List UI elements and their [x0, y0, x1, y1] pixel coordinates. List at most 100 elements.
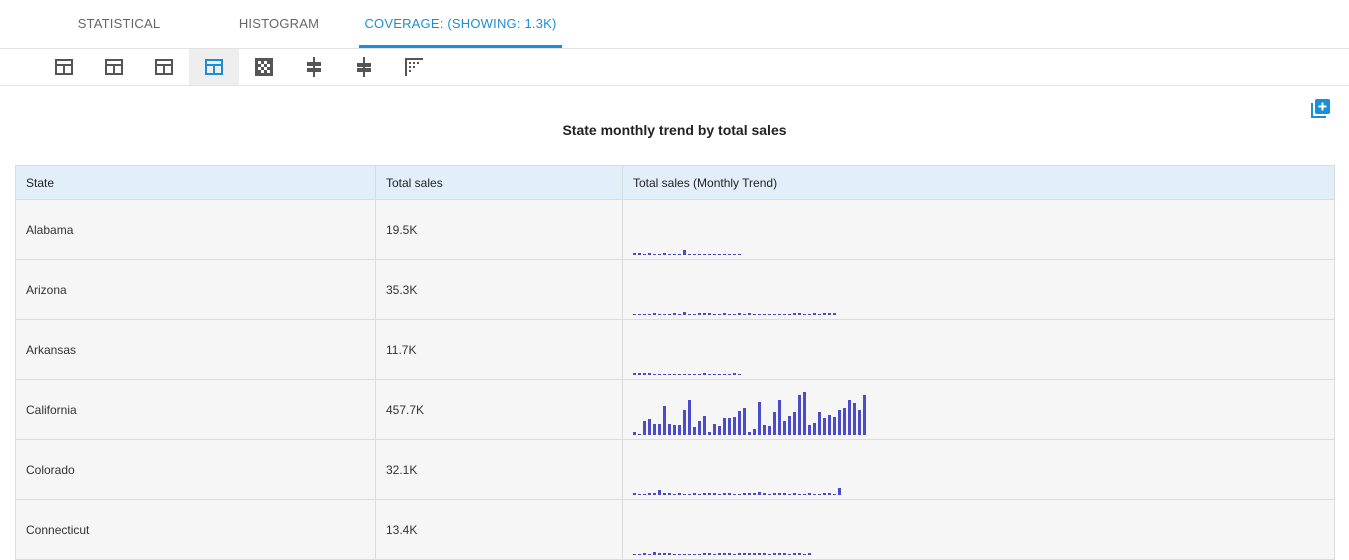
sparkline-bar — [853, 403, 856, 435]
total-sales-cell: 32.1K — [375, 439, 623, 500]
sparkline-bar — [728, 553, 731, 555]
sparkline-bar — [823, 418, 826, 435]
table-view-button-2[interactable] — [89, 49, 139, 85]
sparkline-bar — [798, 395, 801, 435]
tab-statistical[interactable]: STATISTICAL — [77, 16, 161, 31]
monthly-trend-cell — [622, 499, 1335, 560]
table-icon — [105, 59, 123, 75]
sparkline-bar — [748, 493, 751, 495]
sparkline-bar — [668, 493, 671, 495]
add-chart-button[interactable] — [1311, 99, 1331, 119]
table-view-button-3[interactable] — [139, 49, 189, 85]
sparkline-bar — [673, 425, 676, 435]
total-sales-cell: 13.4K — [375, 499, 623, 560]
state-cell: Arkansas — [15, 319, 376, 380]
box-plot-alt-view-button[interactable] — [339, 49, 389, 85]
sparkline-bar — [708, 493, 711, 495]
monthly-trend-sparkline — [633, 488, 843, 495]
table-row[interactable]: California 457.7K — [15, 379, 1335, 440]
sparkline-bar — [668, 553, 671, 555]
sparkline-bar — [793, 412, 796, 435]
sparkline-bar — [798, 313, 801, 315]
sparkline-bar — [703, 373, 706, 375]
sparkline-bar — [828, 493, 831, 495]
sparkline-bar — [758, 553, 761, 555]
sparkline-bar — [703, 313, 706, 315]
sparkline-bar — [773, 553, 776, 555]
sparkline-bar — [663, 553, 666, 555]
sparkline-bar — [763, 493, 766, 495]
table-row[interactable]: Colorado 32.1K — [15, 439, 1335, 500]
sparkline-bar — [713, 424, 716, 435]
box-plot-view-button[interactable] — [289, 49, 339, 85]
view-toolbar — [0, 49, 1349, 86]
sparkline-bar — [778, 493, 781, 495]
column-header-state[interactable]: State — [15, 165, 376, 200]
sparkline-bar — [633, 493, 636, 495]
sparkline-grid-icon — [405, 58, 423, 76]
table-row[interactable]: Arkansas 11.7K — [15, 319, 1335, 380]
sparkline-bar — [718, 553, 721, 555]
table-row[interactable]: Connecticut 13.4K — [15, 499, 1335, 560]
sparkline-bar — [693, 427, 696, 435]
table-icon — [155, 59, 173, 75]
sparkline-bar — [833, 417, 836, 435]
monthly-trend-sparkline — [633, 392, 868, 435]
sparkline-bar — [723, 493, 726, 495]
total-sales-cell: 11.7K — [375, 319, 623, 380]
tab-bar: STATISTICAL HISTOGRAM COVERAGE: (SHOWING… — [0, 0, 1349, 49]
sparkline-bar — [728, 418, 731, 435]
table-row[interactable]: Alabama 19.5K — [15, 199, 1335, 260]
sparkline-bar — [638, 373, 641, 375]
sparkline-bar — [648, 253, 651, 255]
sparkline-bar — [768, 426, 771, 435]
checker-grid-icon — [255, 58, 273, 76]
sparkline-bar — [708, 553, 711, 555]
sparkline-bar — [713, 493, 716, 495]
tab-histogram[interactable]: HISTOGRAM — [238, 16, 320, 31]
sparkline-bar — [688, 400, 691, 435]
column-header-total-sales[interactable]: Total sales — [375, 165, 623, 200]
sparkline-bar — [783, 493, 786, 495]
table-active-icon — [205, 59, 223, 75]
chart-title: State monthly trend by total sales — [562, 122, 787, 138]
table-header-row: State Total sales Total sales (Monthly T… — [15, 165, 1335, 200]
sparkline-bar — [718, 426, 721, 435]
sparkline-grid-view-button[interactable] — [389, 49, 439, 85]
sparkline-bar — [858, 410, 861, 435]
table-row[interactable]: Arizona 35.3K — [15, 259, 1335, 320]
column-header-monthly-trend[interactable]: Total sales (Monthly Trend) — [622, 165, 1335, 200]
sparkline-bar — [668, 424, 671, 435]
sparkline-bar — [663, 253, 666, 255]
sparkline-bar — [753, 553, 756, 555]
sparkline-bar — [708, 313, 711, 315]
state-cell: California — [15, 379, 376, 440]
sparkline-bar — [783, 553, 786, 555]
sparkline-bar — [733, 417, 736, 435]
sparkline-bar — [658, 424, 661, 435]
state-cell: Colorado — [15, 439, 376, 500]
sparkline-bar — [653, 424, 656, 435]
sparkline-bar — [638, 253, 641, 255]
sparkline-bar — [848, 400, 851, 435]
sparkline-bar — [803, 392, 806, 435]
sparkline-bar — [743, 493, 746, 495]
tab-coverage[interactable]: COVERAGE: (SHOWING: 1.3K) — [359, 0, 562, 48]
trend-table-view-button[interactable] — [189, 49, 239, 85]
heatmap-view-button[interactable] — [239, 49, 289, 85]
sparkline-bar — [683, 312, 686, 315]
sparkline-bar — [753, 493, 756, 495]
sparkline-bar — [683, 250, 686, 255]
sparkline-bar — [798, 553, 801, 555]
sparkline-bar — [663, 493, 666, 495]
sparkline-bar — [763, 553, 766, 555]
table-view-button[interactable] — [39, 49, 89, 85]
sparkline-bar — [838, 488, 841, 495]
sparkline-bar — [748, 313, 751, 315]
sparkline-bar — [838, 410, 841, 435]
sparkline-bar — [703, 553, 706, 555]
sparkline-bar — [738, 411, 741, 435]
sparkline-bar — [653, 493, 656, 495]
monthly-trend-sparkline — [633, 312, 838, 315]
sparkline-bar — [648, 373, 651, 375]
